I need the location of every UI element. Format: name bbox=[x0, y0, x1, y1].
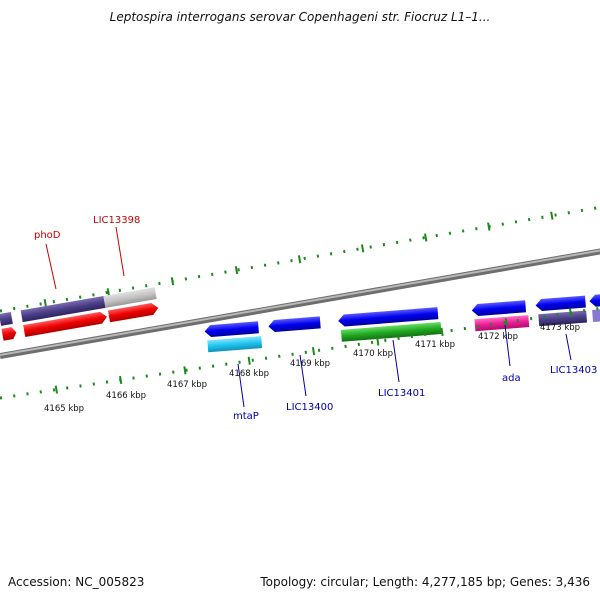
gene-label-LIC13401[interactable]: LIC13401 bbox=[378, 388, 425, 399]
reverse-gene-track bbox=[204, 292, 600, 353]
gene-block-LIC13403[interactable] bbox=[538, 310, 588, 327]
gene-arrow-mtaP[interactable] bbox=[204, 321, 259, 338]
inner-major-tick bbox=[311, 347, 316, 356]
gene-label-phoD[interactable]: phoD bbox=[34, 230, 61, 241]
leader-line-LIC13398 bbox=[115, 226, 125, 277]
inner-major-tick bbox=[504, 318, 508, 327]
leader-line-mtaP bbox=[237, 363, 245, 408]
outer-major-tick bbox=[424, 233, 428, 242]
kbp-label: 4166 kbp bbox=[106, 391, 146, 401]
gene-arrow-LIC13401[interactable] bbox=[338, 307, 439, 327]
gene-label-LIC13400[interactable]: LIC13400 bbox=[286, 402, 333, 413]
gene-arrow-red[interactable] bbox=[1, 326, 18, 341]
kbp-label: 4173 kbp bbox=[540, 323, 580, 333]
outer-major-tick bbox=[360, 244, 365, 253]
leader-line-LIC13401 bbox=[392, 339, 400, 383]
kbp-label: 4171 kbp bbox=[415, 340, 455, 350]
kbp-labels: 4165 kbp 4166 kbp 4167 kbp 4168 kbp 4169… bbox=[44, 323, 580, 414]
gene-arrow-LIC13398[interactable] bbox=[107, 302, 159, 323]
map-title: Leptospira interrogans serovar Copenhage… bbox=[109, 10, 491, 24]
leader-line-phoD bbox=[45, 243, 57, 290]
outer-track-dotline bbox=[0, 203, 600, 313]
inner-major-tick bbox=[54, 385, 58, 394]
gene-block-mtaP[interactable] bbox=[207, 336, 263, 353]
inner-major-tick bbox=[183, 366, 187, 375]
gene-label-LIC13398[interactable]: LIC13398 bbox=[93, 215, 140, 226]
gene-label-ada[interactable]: ada bbox=[502, 373, 521, 384]
outer-major-tick bbox=[234, 266, 239, 275]
gene-block-LIC13401[interactable] bbox=[340, 321, 442, 342]
genome-backbone bbox=[0, 248, 600, 359]
inner-major-tick bbox=[247, 356, 251, 365]
leader-line-LIC13403 bbox=[565, 333, 572, 361]
outer-major-tick bbox=[170, 277, 175, 286]
inner-major-tick bbox=[569, 308, 573, 317]
leader-line-LIC13400 bbox=[299, 354, 307, 397]
outer-major-tick bbox=[297, 255, 302, 264]
inner-track-dotline bbox=[0, 304, 600, 400]
outer-major-tick bbox=[106, 288, 111, 297]
gene-label-mtaP[interactable]: mtaP bbox=[233, 411, 259, 422]
inner-major-tick bbox=[119, 375, 123, 385]
outer-major-tick bbox=[550, 211, 554, 220]
inner-tick-track bbox=[0, 304, 600, 400]
accession-label: Accession: NC_005823 bbox=[8, 575, 145, 589]
gene-arrow-ada[interactable] bbox=[471, 300, 527, 317]
kbp-label: 4167 kbp bbox=[167, 380, 207, 390]
kbp-label: 4165 kbp bbox=[44, 404, 84, 414]
outer-major-tick bbox=[43, 299, 47, 308]
kbp-label: 4169 kbp bbox=[290, 359, 330, 369]
inner-major-tick bbox=[440, 327, 444, 337]
gene-block-purple-edge[interactable] bbox=[592, 307, 600, 323]
kbp-label: 4172 kbp bbox=[478, 332, 518, 342]
gene-arrow-LIC13400[interactable] bbox=[268, 316, 321, 333]
outer-tick-track bbox=[0, 203, 600, 313]
leader-line-ada bbox=[504, 324, 511, 367]
gene-label-LIC13403[interactable]: LIC13403 bbox=[550, 365, 597, 376]
reverse-gene-labels: mtaP LIC13400 LIC13401 ada LIC13403 bbox=[233, 324, 597, 422]
kbp-label: 4168 kbp bbox=[229, 369, 269, 379]
gene-block-navy[interactable] bbox=[0, 312, 13, 326]
gene-block-phoD[interactable] bbox=[20, 296, 106, 323]
gene-block-ada[interactable] bbox=[474, 315, 530, 332]
gene-arrow-phoD[interactable] bbox=[23, 311, 108, 337]
outer-major-tick bbox=[487, 222, 491, 231]
inner-major-tick bbox=[376, 337, 380, 346]
gene-arrow-blue-edge[interactable] bbox=[589, 292, 600, 307]
forward-gene-track bbox=[0, 287, 159, 341]
gene-block-LIC13398[interactable] bbox=[103, 287, 157, 308]
forward-gene-labels: phoD LIC13398 bbox=[34, 215, 140, 290]
topology-label: Topology: circular; Length: 4,277,185 bp… bbox=[260, 575, 590, 589]
gene-arrow-LIC13403[interactable] bbox=[535, 295, 586, 312]
kbp-label: 4170 kbp bbox=[353, 349, 393, 359]
